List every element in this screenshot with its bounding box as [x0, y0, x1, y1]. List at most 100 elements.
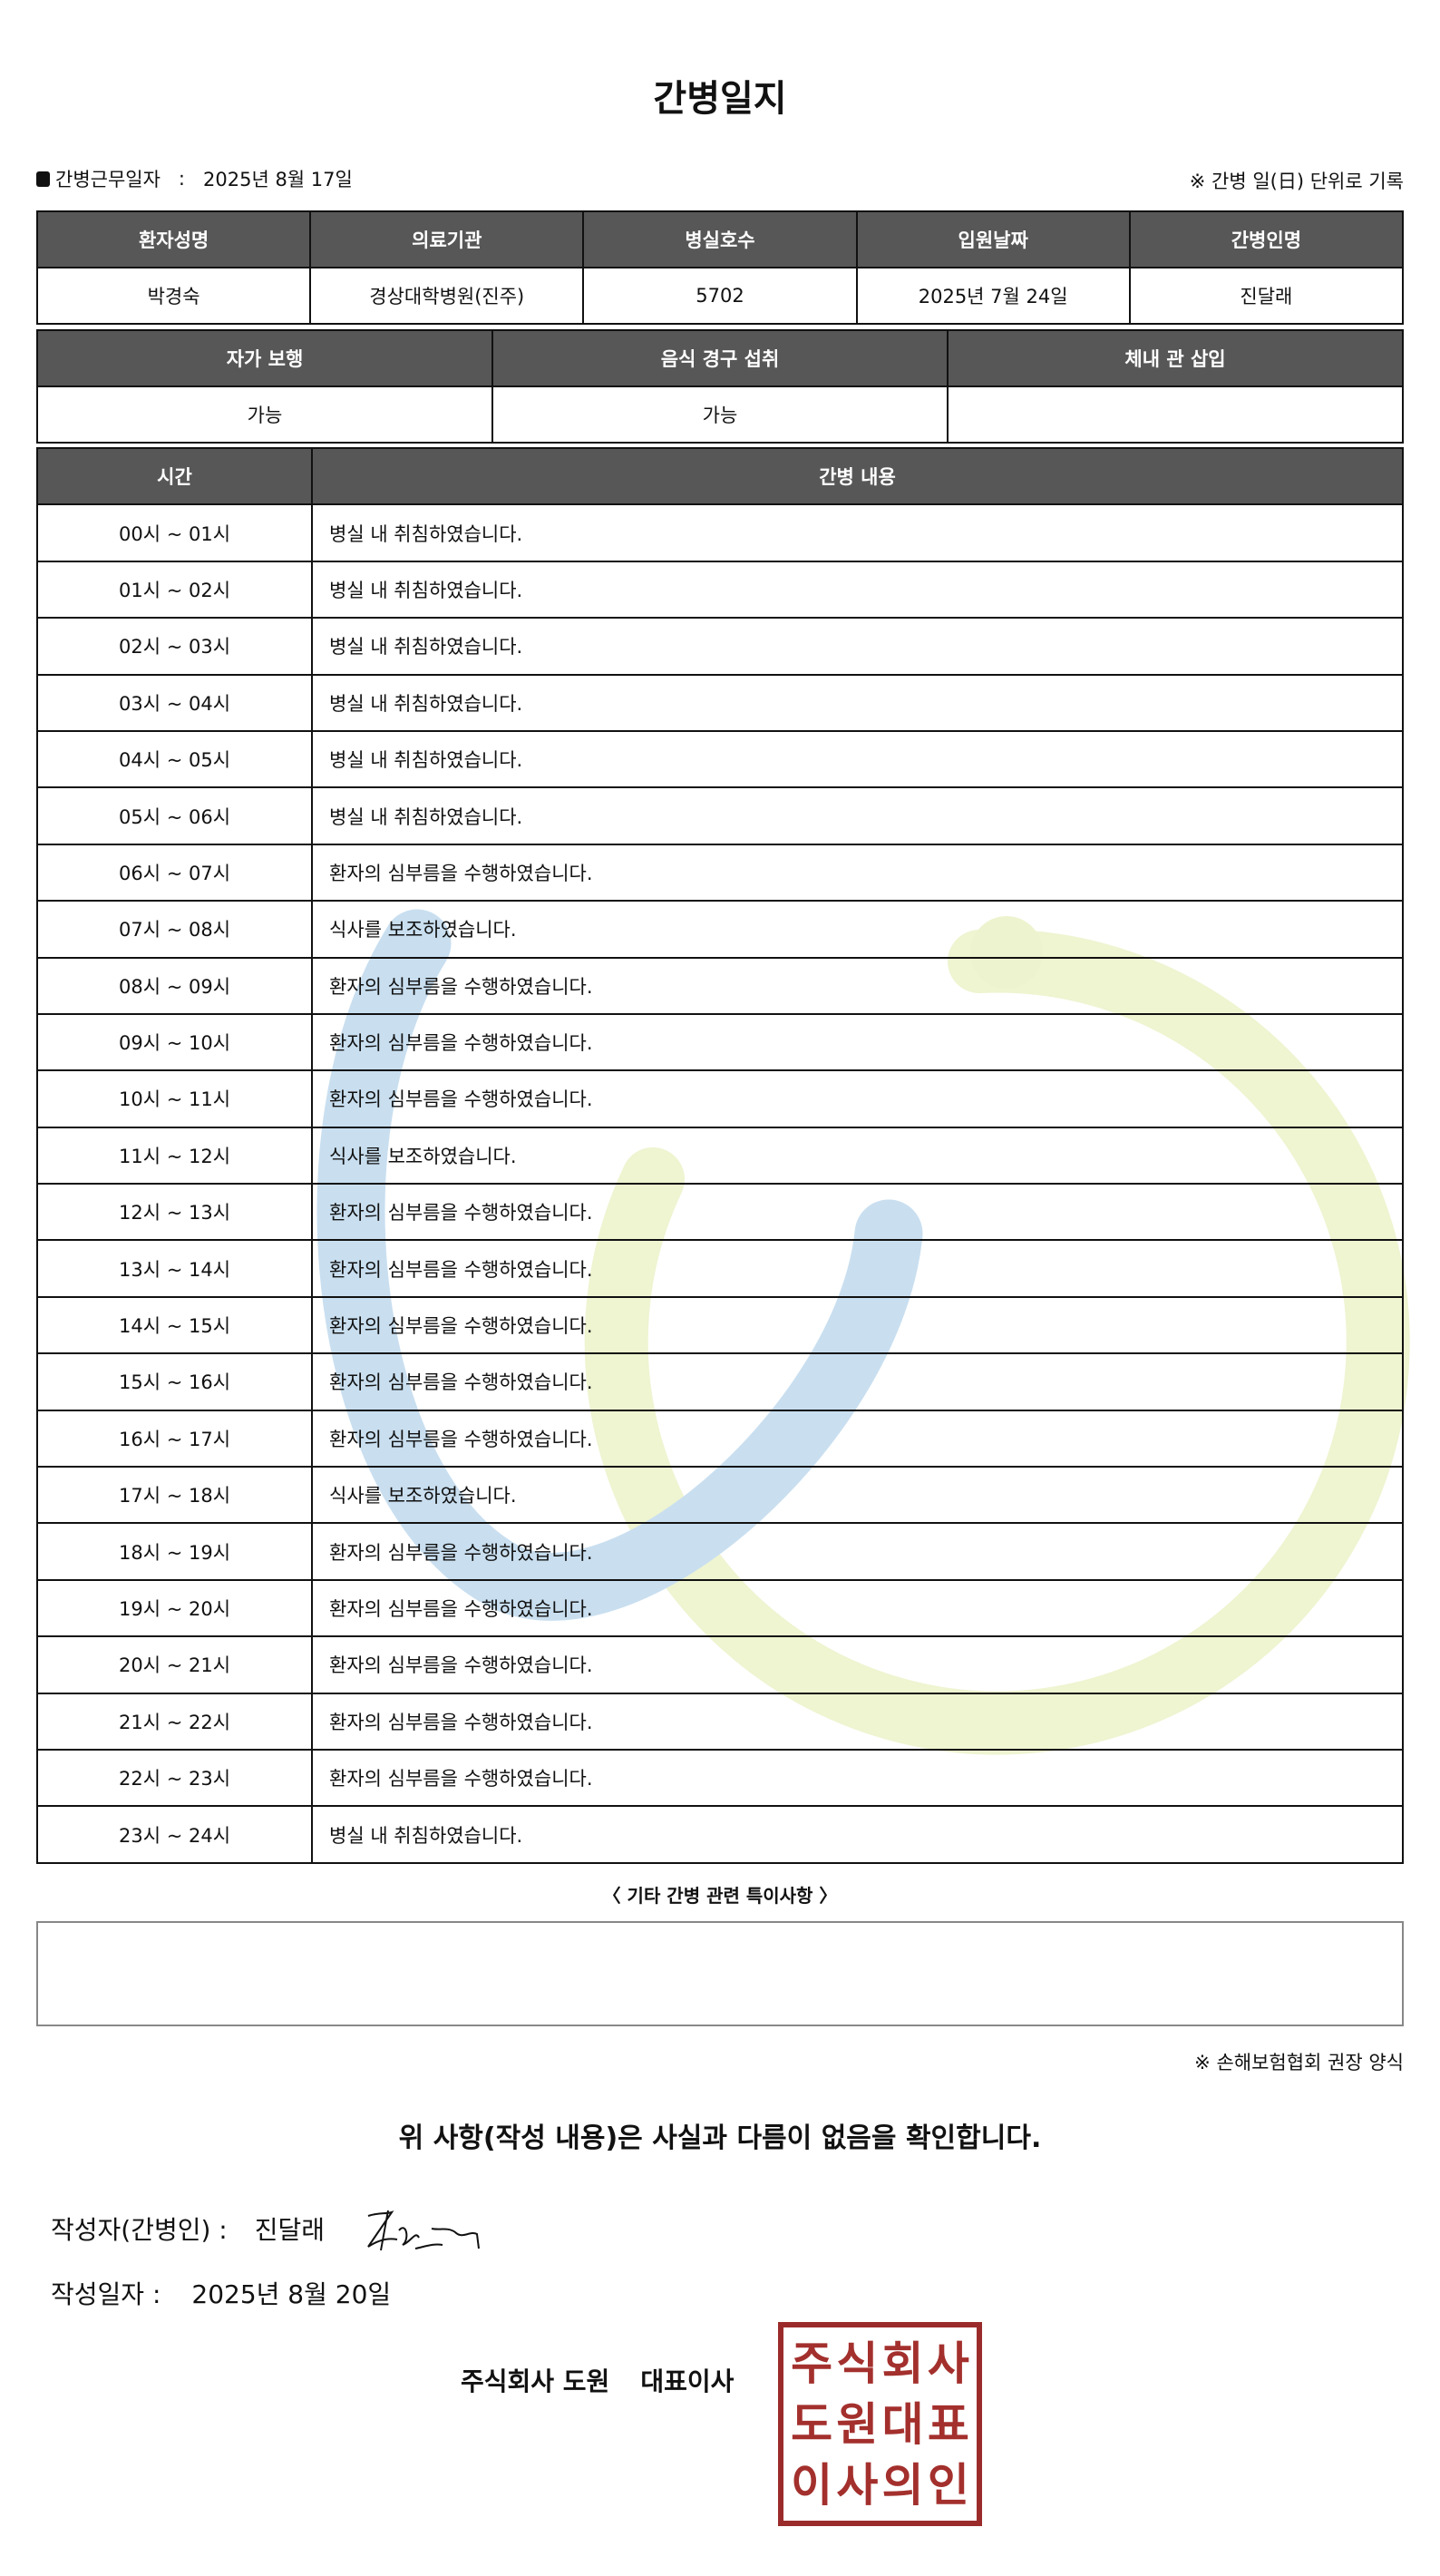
patient-info-table: 환자성명 의료기관 병실호수 입원날짜 간병인명 박경숙 경상대학병원(진주) …	[35, 210, 1405, 325]
table-row: 04시 ~ 05시 병실 내 취침하였습니다.	[36, 729, 1404, 789]
table-row: 18시 ~ 19시 환자의 심부름을 수행하였습니다.	[36, 1522, 1404, 1581]
content-cell: 환자의 심부름을 수행하였습니다.	[311, 1522, 1404, 1581]
content-cell: 환자의 심부름을 수행하였습니다.	[311, 1578, 1404, 1638]
time-cell: 22시 ~ 23시	[36, 1748, 313, 1808]
care-log-table: 시간 간병 내용 00시 ~ 01시 병실 내 취침하였습니다. 01시 ~ 02시…	[36, 446, 1404, 1864]
confirmation-statement: 위 사항(작성 내용)은 사실과 다름이 없음을 확인합니다.	[398, 2122, 1042, 2154]
time-cell: 12시 ~ 13시	[36, 1183, 313, 1242]
content-cell: 환자의 심부름을 수행하였습니다.	[311, 1295, 1404, 1355]
representative-title: 대표이사	[640, 2366, 735, 2396]
header-tube: 체내 관 삽입	[947, 329, 1404, 387]
room-number: 5702	[582, 267, 858, 325]
content-cell: 환자의 심부름을 수행하였습니다.	[311, 1183, 1404, 1242]
header-walking: 자가 보행	[36, 329, 493, 387]
content-cell: 환자의 심부름을 수행하였습니다.	[311, 1409, 1404, 1469]
table-row: 09시 ~ 10시 환자의 심부름을 수행하였습니다.	[36, 1012, 1404, 1072]
separator: :	[178, 168, 185, 190]
content-cell: 병실 내 취침하였습니다.	[311, 729, 1404, 789]
page-title: 간병일지	[653, 78, 787, 120]
time-cell: 06시 ~ 07시	[36, 843, 313, 903]
table-row: 10시 ~ 11시 환자의 심부름을 수행하였습니다.	[36, 1069, 1404, 1128]
content-cell: 환자의 심부름을 수행하였습니다.	[311, 1012, 1404, 1072]
seal-glyph: 식	[836, 2337, 879, 2390]
tube-value	[947, 385, 1404, 444]
admission-date: 2025년 7월 24일	[855, 267, 1131, 325]
header-content: 간병 내용	[311, 446, 1404, 506]
time-cell: 15시 ~ 16시	[36, 1352, 313, 1411]
seal-glyph: 원	[836, 2397, 879, 2451]
header-institution: 의료기관	[309, 210, 585, 268]
time-cell: 00시 ~ 01시	[36, 503, 313, 562]
seal-glyph: 대	[881, 2397, 924, 2451]
company-name: 주식회사 도원	[461, 2366, 610, 2396]
table-row: 05시 ~ 06시 병실 내 취침하였습니다.	[36, 786, 1404, 845]
content-cell: 환자의 심부름을 수행하였습니다.	[311, 956, 1404, 1015]
content-cell: 식사를 보조하였습니다.	[311, 900, 1404, 959]
table-row: 03시 ~ 04시 병실 내 취침하였습니다.	[36, 673, 1404, 732]
table-row: 22시 ~ 23시 환자의 심부름을 수행하였습니다.	[36, 1748, 1404, 1808]
seal-glyph: 의	[881, 2458, 924, 2512]
writer-label: 작성자(간병인) :	[51, 2215, 228, 2245]
seal-glyph: 이	[791, 2458, 833, 2512]
content-cell: 병실 내 취침하였습니다.	[311, 503, 1404, 562]
header-admission-date: 입원날짜	[855, 210, 1131, 268]
work-date-value: 2025년 8월 17일	[203, 169, 353, 190]
time-cell: 13시 ~ 14시	[36, 1239, 313, 1298]
bullet-square-icon	[36, 171, 50, 187]
writer-line: 작성자(간병인) : 진달래	[51, 2210, 497, 2258]
table-row: 23시 ~ 24시 병실 내 취침하였습니다.	[36, 1805, 1404, 1864]
written-date-label: 작성일자 :	[51, 2279, 161, 2309]
time-cell: 01시 ~ 02시	[36, 560, 313, 620]
content-cell: 환자의 심부름을 수행하였습니다.	[311, 1239, 1404, 1298]
content-cell: 환자의 심부름을 수행하였습니다.	[311, 1748, 1404, 1808]
table-row: 11시 ~ 12시 식사를 보조하였습니다.	[36, 1126, 1404, 1186]
seal-glyph: 인	[927, 2458, 969, 2512]
patient-status-table: 자가 보행 음식 경구 섭취 체내 관 삽입 가능 가능	[36, 329, 1404, 444]
work-date-info: 간병근무일자 : 2025년 8월 17일	[36, 165, 353, 192]
header-room: 병실호수	[582, 210, 858, 268]
time-cell: 14시 ~ 15시	[36, 1295, 313, 1355]
table-row: 01시 ~ 02시 병실 내 취침하였습니다.	[36, 560, 1404, 620]
content-cell: 환자의 심부름을 수행하였습니다.	[311, 1069, 1404, 1128]
content-cell: 식사를 보조하였습니다.	[311, 1126, 1404, 1186]
record-unit-note: ※ 간병 일(日) 단위로 기록	[1189, 171, 1404, 192]
time-cell: 17시 ~ 18시	[36, 1466, 313, 1525]
table-row: 06시 ~ 07시 환자의 심부름을 수행하였습니다.	[36, 843, 1404, 903]
signature	[367, 2210, 481, 2251]
table-row: 07시 ~ 08시 식사를 보조하였습니다.	[36, 900, 1404, 959]
time-cell: 18시 ~ 19시	[36, 1522, 313, 1581]
header-time: 시간	[36, 446, 313, 506]
time-cell: 02시 ~ 03시	[36, 617, 313, 676]
header-patient-name: 환자성명	[35, 210, 312, 268]
content-cell: 병실 내 취침하였습니다.	[311, 673, 1404, 732]
time-cell: 11시 ~ 12시	[36, 1126, 313, 1186]
company-line: 주식회사 도원 대표이사	[461, 2362, 734, 2398]
content-cell: 병실 내 취침하였습니다.	[311, 617, 1404, 676]
seal-glyph: 회	[881, 2337, 924, 2390]
time-cell: 09시 ~ 10시	[36, 1012, 313, 1072]
written-date-line: 작성일자 : 2025년 8월 20일	[51, 2275, 391, 2311]
oral-intake-value: 가능	[491, 385, 949, 444]
caregiver-name: 진달래	[1128, 267, 1405, 325]
content-cell: 환자의 심부름을 수행하였습니다.	[311, 843, 1404, 903]
time-cell: 08시 ~ 09시	[36, 956, 313, 1015]
table-row: 13시 ~ 14시 환자의 심부름을 수행하였습니다.	[36, 1239, 1404, 1298]
table-row: 16시 ~ 17시 환자의 심부름을 수행하였습니다.	[36, 1409, 1404, 1469]
patient-name: 박경숙	[35, 267, 312, 325]
table-row: 19시 ~ 20시 환자의 심부름을 수행하였습니다.	[36, 1578, 1404, 1638]
table-row: 12시 ~ 13시 환자의 심부름을 수행하였습니다.	[36, 1183, 1404, 1242]
header-oral-intake: 음식 경구 섭취	[491, 329, 949, 387]
content-cell: 병실 내 취침하였습니다.	[311, 1805, 1404, 1864]
content-cell: 환자의 심부름을 수행하였습니다.	[311, 1352, 1404, 1411]
seal-glyph: 사	[836, 2458, 879, 2512]
time-cell: 16시 ~ 17시	[36, 1409, 313, 1469]
time-cell: 23시 ~ 24시	[36, 1805, 313, 1864]
time-cell: 20시 ~ 21시	[36, 1635, 313, 1694]
time-cell: 10시 ~ 11시	[36, 1069, 313, 1128]
table-row: 00시 ~ 01시 병실 내 취침하였습니다.	[36, 503, 1404, 562]
time-cell: 07시 ~ 08시	[36, 900, 313, 959]
content-cell: 병실 내 취침하였습니다.	[311, 786, 1404, 845]
seal-glyph: 주	[791, 2337, 833, 2390]
time-cell: 05시 ~ 06시	[36, 786, 313, 845]
